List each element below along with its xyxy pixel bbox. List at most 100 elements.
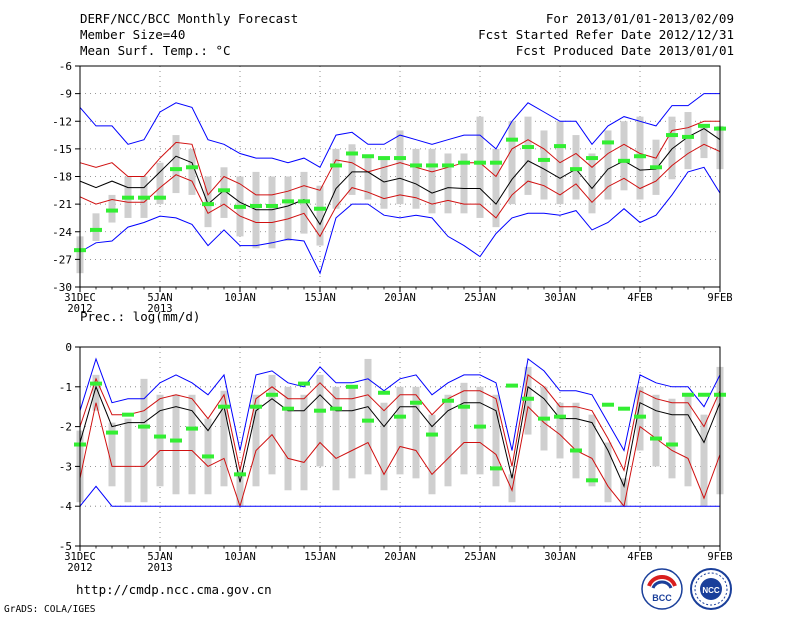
observed-marker [122, 195, 134, 200]
series-mean-line [79, 385, 721, 488]
observed-marker [618, 406, 630, 411]
spread-box [156, 394, 164, 487]
observed-marker [506, 383, 518, 388]
observed-marker [234, 472, 246, 477]
spread-box [156, 162, 164, 205]
spread-box [428, 414, 436, 495]
x-tick-label: 15JAN [304, 292, 336, 304]
ncc-logo: NCC [690, 568, 732, 610]
observed-marker [442, 398, 454, 403]
spread-box [524, 116, 532, 195]
spread-box [412, 148, 420, 209]
spread-box [460, 382, 468, 475]
spread-box [252, 394, 260, 487]
x-tick-sublabel: 2013 [147, 562, 172, 574]
spread-box [188, 394, 196, 495]
observed-marker [698, 123, 710, 128]
header-period: For 2013/01/01-2013/02/09 [545, 11, 734, 26]
observed-marker [298, 381, 310, 386]
spread-box [652, 394, 660, 467]
observed-marker [602, 402, 614, 407]
spread-box [332, 148, 340, 209]
observed-marker [314, 408, 326, 413]
panel-0: -30-27-24-21-18-15-12-9-631DEC20125JAN20… [52, 60, 733, 315]
spread-box [92, 213, 100, 241]
spread-box [508, 121, 516, 205]
observed-marker [250, 203, 262, 208]
spread-box [108, 422, 116, 487]
spread-box [588, 414, 596, 487]
spread-box [492, 394, 500, 487]
header-member-size: Member Size=40 [80, 27, 186, 42]
series-min-line [79, 485, 720, 507]
x-tick-label: 30JAN [544, 551, 576, 563]
observed-marker [346, 151, 358, 156]
spread-box [236, 470, 244, 507]
spread-box [364, 358, 372, 475]
spread-box [220, 390, 228, 487]
series-lower-line [79, 402, 721, 508]
bcc-logo-text: BCC [652, 593, 672, 603]
spread-box [284, 176, 292, 241]
observed-marker [186, 426, 198, 431]
observed-marker [266, 203, 278, 208]
header-left: DERF/NCC/BCC Monthly Forecast Member Siz… [80, 11, 298, 59]
series-upper-line [79, 374, 721, 472]
observed-marker [314, 206, 326, 211]
series-max-line [79, 93, 720, 168]
spread-box [188, 148, 196, 195]
footer-url[interactable]: http://cmdp.ncc.cma.gov.cn [76, 582, 272, 597]
spread-box [620, 121, 628, 191]
observed-marker [202, 202, 214, 207]
y-tick-label: -24 [52, 226, 72, 239]
observed-marker [522, 396, 534, 401]
x-tick-label: 25JAN [464, 551, 496, 563]
observed-marker [394, 156, 406, 161]
spread-box [348, 144, 356, 195]
x-tick-label: 25JAN [464, 292, 496, 304]
observed-marker [682, 392, 694, 397]
observed-marker [282, 406, 294, 411]
observed-marker [410, 163, 422, 168]
spread-box [396, 386, 404, 475]
observed-marker [698, 392, 710, 397]
spread-box [684, 112, 692, 170]
observed-marker [666, 442, 678, 447]
spread-box [684, 394, 692, 487]
x-tick-label: 20JAN [384, 292, 416, 304]
spread-box [316, 185, 324, 246]
observed-marker [634, 154, 646, 159]
spread-box [268, 176, 276, 249]
spread-box [172, 394, 180, 495]
x-tick-label: 5JAN [147, 551, 172, 563]
y-tick-label: -4 [59, 500, 73, 513]
spread-box [332, 386, 340, 491]
x-tick-label: 15JAN [304, 551, 336, 563]
observed-marker [106, 208, 118, 213]
observed-marker [538, 416, 550, 421]
observed-marker [506, 137, 518, 142]
y-tick-label: -9 [59, 88, 72, 101]
precip-panel-title: Prec.: log(mm/d) [80, 309, 201, 324]
observed-marker [490, 466, 502, 471]
spread-box [412, 386, 420, 479]
observed-marker [362, 418, 374, 423]
observed-marker [394, 414, 406, 419]
series-min-line [79, 166, 721, 275]
observed-marker [522, 145, 534, 150]
observed-marker [234, 204, 246, 209]
y-tick-label: -1 [59, 381, 72, 394]
x-tick-label: 5JAN [147, 292, 172, 304]
spread-box [604, 130, 612, 200]
observed-marker [586, 478, 598, 483]
spread-box [668, 398, 676, 479]
observed-marker [650, 165, 662, 170]
header-produced-date: Fcst Produced Date 2013/01/01 [515, 43, 734, 58]
spread-box [284, 386, 292, 491]
observed-marker [474, 424, 486, 429]
observed-marker [602, 140, 614, 145]
x-tick-label: 20JAN [384, 551, 416, 563]
spread-box [380, 402, 388, 491]
